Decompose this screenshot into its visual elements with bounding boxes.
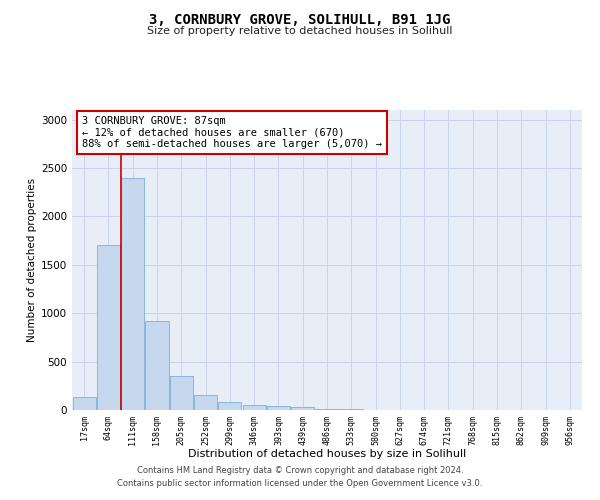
Bar <box>291 407 314 410</box>
Text: Contains HM Land Registry data © Crown copyright and database right 2024.
Contai: Contains HM Land Registry data © Crown c… <box>118 466 482 487</box>
Bar <box>267 406 290 410</box>
Bar <box>145 321 169 410</box>
Bar <box>194 394 217 410</box>
Bar <box>218 402 241 410</box>
Bar <box>340 409 363 410</box>
Bar <box>170 376 193 410</box>
Bar <box>121 178 144 410</box>
Text: Size of property relative to detached houses in Solihull: Size of property relative to detached ho… <box>147 26 453 36</box>
Text: 3, CORNBURY GROVE, SOLIHULL, B91 1JG: 3, CORNBURY GROVE, SOLIHULL, B91 1JG <box>149 12 451 26</box>
Bar <box>97 246 120 410</box>
Y-axis label: Number of detached properties: Number of detached properties <box>27 178 37 342</box>
Bar <box>316 408 338 410</box>
Text: 3 CORNBURY GROVE: 87sqm
← 12% of detached houses are smaller (670)
88% of semi-d: 3 CORNBURY GROVE: 87sqm ← 12% of detache… <box>82 116 382 149</box>
Bar <box>73 398 95 410</box>
Bar <box>242 404 266 410</box>
X-axis label: Distribution of detached houses by size in Solihull: Distribution of detached houses by size … <box>188 449 466 459</box>
